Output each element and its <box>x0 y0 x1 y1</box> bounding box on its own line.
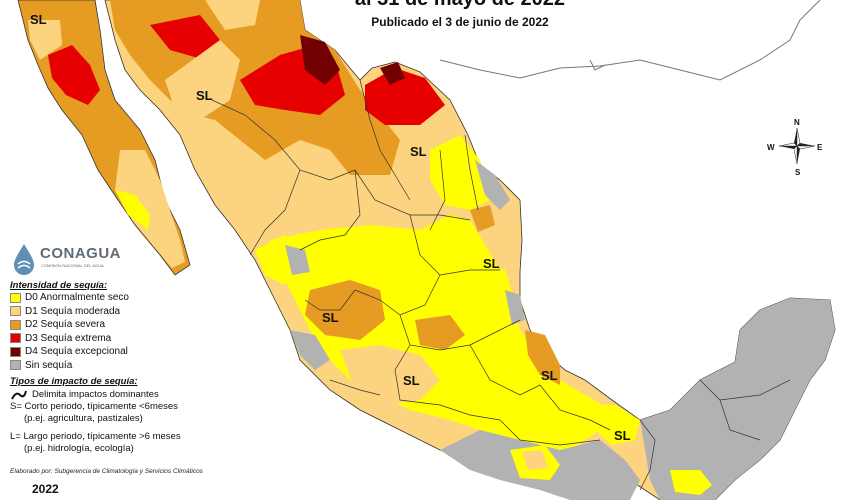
yucatan-nodrought <box>640 298 835 500</box>
region-label-coahuila: SL <box>410 144 427 159</box>
usa-coastline <box>439 0 821 81</box>
legend-impact-title: Tipos de impacto de sequía: <box>10 376 138 387</box>
region-label-veracruz: SL <box>541 368 558 383</box>
baja-d0 <box>115 190 150 230</box>
compass: N S E W <box>767 118 823 177</box>
region-label-tabasco: SL <box>614 428 631 443</box>
oaxaca-d1 <box>522 450 548 470</box>
north-d1-a <box>165 40 240 120</box>
swatch-d0 <box>10 292 21 303</box>
huasteca-nodrought <box>505 290 525 325</box>
legend-item: D3 Sequía extrema <box>10 332 260 346</box>
central-d1 <box>340 345 440 405</box>
legend-boundary: Delimita impactos dominantes <box>10 389 260 401</box>
legend-item: D4 Sequía excepcional <box>10 345 260 359</box>
swatch-d2 <box>10 319 21 330</box>
tamaulipas-d2 <box>470 205 495 232</box>
nayarit-nodrought <box>285 245 310 275</box>
swatch-d3 <box>10 333 21 344</box>
north-d1-b <box>205 0 260 30</box>
state-borders <box>211 79 791 491</box>
coast-nodrought <box>290 330 330 370</box>
region-label-tamaulipas: SL <box>483 256 500 271</box>
logo-subtitle: COMISIÓN NACIONAL DEL AGUA <box>41 263 104 268</box>
logo-name: CONAGUA <box>40 245 121 262</box>
conagua-logo: CONAGUA COMISIÓN NACIONAL DEL AGUA <box>10 240 160 280</box>
tabasco-nodrought <box>590 405 640 445</box>
swatch-none <box>10 360 21 371</box>
legend-long-2: (p.ej. hidrología, ecología) <box>24 443 134 454</box>
legend: Intensidad de sequía: D0 Anormalmente se… <box>10 280 260 455</box>
map-subtitle: Publicado el 3 de junio de 2022 <box>371 15 549 29</box>
compass-s: S <box>795 168 801 177</box>
compass-e: E <box>817 143 823 152</box>
swatch-d1 <box>10 306 21 317</box>
coahuila-d3 <box>365 68 445 125</box>
southeast-d0 <box>670 470 712 495</box>
baja-d1-north <box>28 20 62 60</box>
legend-intensity-title: Intensidad de sequía: <box>10 280 108 291</box>
legend-item: D2 Sequía severa <box>10 318 260 332</box>
legend-item: D0 Anormalmente seco <box>10 291 260 305</box>
region-label-jalisco: SL <box>322 310 339 325</box>
region-label-guerrero: SL <box>403 373 420 388</box>
boundary-line-icon <box>11 390 27 400</box>
baja-d1-south <box>115 150 185 268</box>
region-label-sonora: SL <box>196 88 213 103</box>
compass-n: N <box>794 118 800 127</box>
map-title: al 31 de mayo de 2022 <box>300 0 620 11</box>
compass-w: W <box>767 143 775 152</box>
legend-item: Sin sequía <box>10 359 260 373</box>
ver-d2 <box>525 330 560 385</box>
legend-short-2: (p.ej. agricultura, pastizales) <box>24 413 143 424</box>
legend-short-1: S= Corto periodo, típicamente <6meses <box>10 401 178 412</box>
baja-d3 <box>48 45 100 105</box>
water-drop-icon <box>14 244 34 275</box>
coahuila-d4 <box>380 62 405 85</box>
legend-item: D1 Sequía moderada <box>10 305 260 319</box>
swatch-d4 <box>10 346 21 357</box>
year-label: 2022 <box>32 482 59 496</box>
chihuahua-d4 <box>300 35 340 85</box>
legend-long-1: L= Largo periodo, típicamente >6 meses <box>10 431 181 442</box>
sw-d2 <box>305 280 385 340</box>
credit-text: Elaborado por: Subgerencia de Climatolog… <box>10 468 203 475</box>
northeast-d0 <box>430 135 490 210</box>
chihuahua-d3 <box>150 15 220 60</box>
center-d2 <box>415 315 465 350</box>
gulf-nodrought <box>475 160 510 210</box>
region-label-baja: SL <box>30 12 47 27</box>
